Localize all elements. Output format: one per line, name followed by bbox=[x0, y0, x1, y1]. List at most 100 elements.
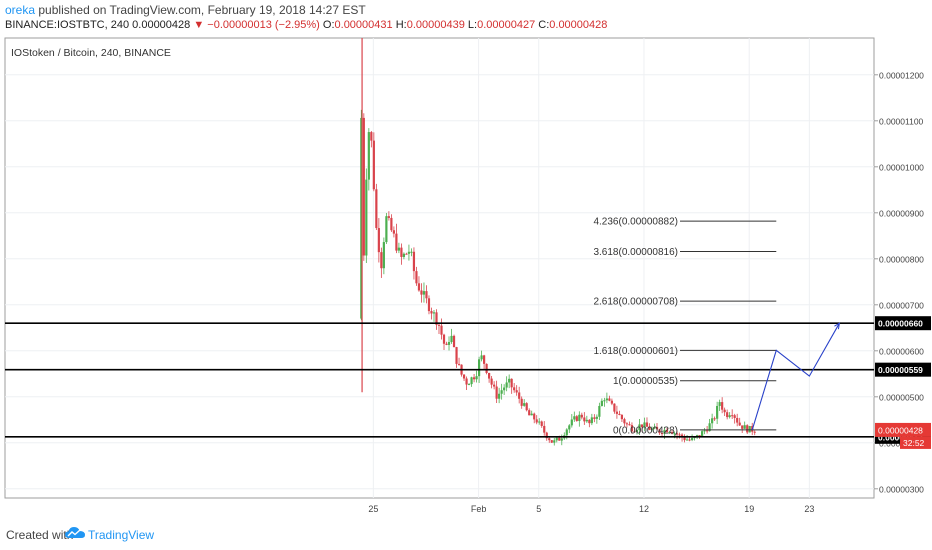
candle-body bbox=[598, 405, 601, 417]
candle-body bbox=[503, 387, 506, 391]
price-axis[interactable]: 0.000003000.000004000.000005000.00000600… bbox=[874, 70, 931, 494]
candle-body bbox=[515, 390, 518, 393]
candle-body bbox=[472, 377, 476, 380]
candle-body bbox=[685, 439, 689, 441]
candle-body bbox=[736, 417, 739, 423]
candle-body bbox=[663, 429, 666, 434]
candle-body bbox=[447, 342, 451, 345]
candle-body bbox=[620, 414, 624, 420]
candle-body bbox=[580, 414, 583, 418]
candle-body bbox=[392, 230, 395, 234]
level-price-tag bbox=[875, 362, 931, 377]
candle-body bbox=[420, 290, 423, 295]
candle-body bbox=[731, 415, 734, 417]
candle-body bbox=[397, 247, 401, 251]
candle-body bbox=[718, 402, 721, 406]
candle-body bbox=[427, 298, 431, 312]
time-axis[interactable]: 25 Feb 5 12 19 23 bbox=[368, 504, 814, 514]
candle-body bbox=[508, 378, 511, 383]
candle-body bbox=[575, 416, 578, 421]
candle-body bbox=[688, 439, 691, 441]
low-value: 0.00000427 bbox=[477, 19, 536, 31]
candle-body bbox=[510, 378, 513, 388]
candle-body bbox=[600, 400, 603, 406]
candle-body bbox=[711, 418, 714, 424]
candle-body bbox=[477, 359, 481, 377]
level-price-label: 0.00000660 bbox=[878, 319, 923, 329]
author-link[interactable]: oreka bbox=[5, 3, 36, 17]
candle-body bbox=[513, 387, 516, 391]
candle-body bbox=[538, 421, 541, 423]
candle-body bbox=[713, 418, 716, 420]
candle-body bbox=[753, 431, 756, 433]
x-tick-label: 19 bbox=[744, 504, 754, 514]
high-value: 0.00000439 bbox=[406, 19, 465, 31]
candle-body bbox=[518, 392, 521, 399]
candle-body bbox=[625, 423, 629, 425]
candle-body bbox=[633, 431, 636, 433]
candle-body bbox=[422, 291, 426, 295]
grid bbox=[5, 38, 874, 498]
candle-body bbox=[483, 355, 486, 364]
level-price-label: 0.00000559 bbox=[878, 365, 923, 375]
x-tick-label: 25 bbox=[368, 504, 378, 514]
tradingview-brand[interactable]: TradingView bbox=[88, 528, 155, 542]
candle-body bbox=[462, 374, 466, 379]
candle-body bbox=[708, 423, 711, 432]
candle-body bbox=[495, 386, 498, 399]
countdown-tag bbox=[900, 436, 931, 449]
candle-body bbox=[530, 413, 533, 416]
y-tick-label: 0.00000900 bbox=[879, 208, 924, 218]
candle-body bbox=[455, 347, 458, 364]
candle-body bbox=[683, 437, 686, 441]
last-price-tag bbox=[875, 422, 931, 437]
candle-body bbox=[603, 400, 606, 402]
candle-body bbox=[673, 433, 676, 435]
candle-body bbox=[445, 343, 448, 345]
candle-body bbox=[738, 422, 741, 426]
candle-body bbox=[382, 242, 385, 269]
candle-body bbox=[365, 179, 368, 256]
candle-body bbox=[540, 421, 543, 426]
candle-body bbox=[470, 377, 473, 385]
y-tick-label: 0.00001100 bbox=[879, 116, 924, 126]
candle-body bbox=[480, 355, 483, 360]
level-price-tag bbox=[875, 316, 931, 331]
ohlc-bar: BINANCE:IOSTBTC, 240 0.00000428 ▼ −0.000… bbox=[5, 19, 607, 31]
candle-body bbox=[432, 312, 436, 314]
candle-body bbox=[525, 403, 528, 411]
candle-body bbox=[375, 189, 378, 229]
candle-body bbox=[653, 426, 656, 429]
candle-body bbox=[675, 433, 679, 435]
candle-body bbox=[550, 440, 553, 443]
candle-body bbox=[650, 428, 654, 430]
candle-body bbox=[560, 438, 563, 441]
candle-body bbox=[402, 253, 406, 257]
change-value: ▼ −0.00000013 (−2.95%) bbox=[193, 19, 320, 31]
candle-body bbox=[568, 425, 571, 430]
candle-body bbox=[377, 228, 380, 253]
candle-body bbox=[610, 400, 613, 404]
candle-body bbox=[430, 311, 433, 314]
candle-body bbox=[555, 437, 558, 441]
candle-body bbox=[523, 403, 526, 406]
chart-title: IOStoken / Bitcoin, 240, BINANCE bbox=[11, 47, 171, 59]
candle-body bbox=[605, 398, 608, 401]
candle-body bbox=[648, 426, 651, 430]
candle-body bbox=[630, 425, 634, 432]
price-chart[interactable]: 4.236(0.00000882) 3.618(0.00000816) 2.618(… bbox=[0, 36, 932, 519]
candle-body bbox=[570, 419, 573, 426]
open-value: 0.00000431 bbox=[334, 19, 393, 31]
candle-body bbox=[425, 291, 428, 299]
candle-body bbox=[593, 417, 596, 419]
candle-body bbox=[475, 376, 478, 380]
candle-body bbox=[372, 140, 375, 190]
candle-body bbox=[658, 429, 661, 434]
candle-body bbox=[553, 440, 556, 443]
candle-body bbox=[565, 429, 568, 436]
candle-body bbox=[528, 410, 531, 416]
created-with-text: Created with bbox=[6, 528, 74, 542]
candle-body bbox=[435, 312, 438, 325]
candle-body bbox=[437, 324, 441, 326]
symbol-label[interactable]: BINANCE:IOSTBTC, 240 bbox=[5, 19, 130, 31]
